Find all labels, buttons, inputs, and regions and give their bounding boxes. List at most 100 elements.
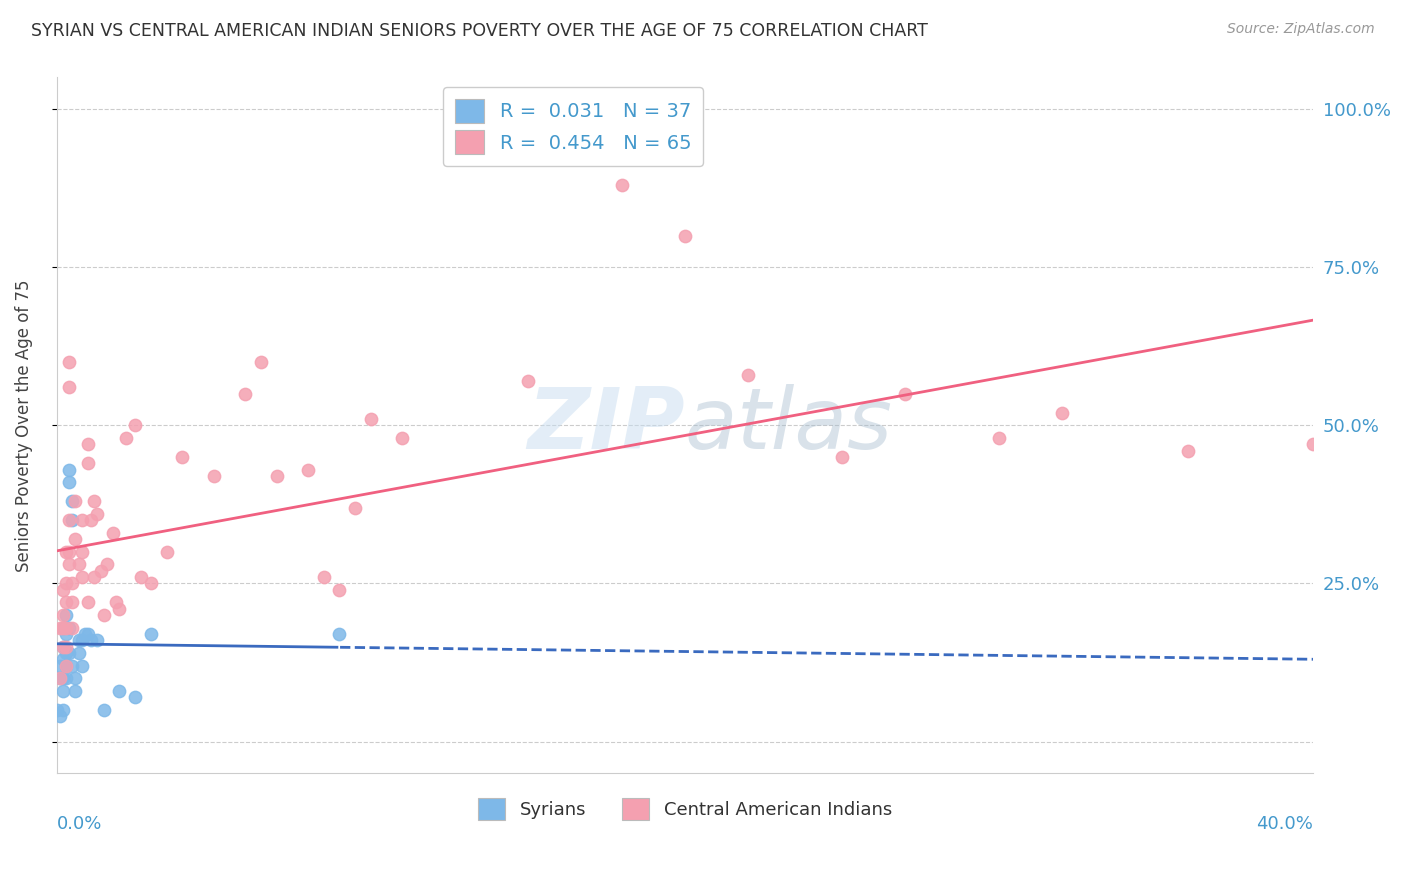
Point (70, 658, 93, 673)
Point (67, 646, 90, 660)
Point (70, 633, 93, 648)
Text: 40.0%: 40.0% (1257, 815, 1313, 833)
Point (48, 621, 70, 635)
Text: ZIP: ZIP (527, 384, 685, 467)
Point (70, 513, 93, 527)
Point (58, 380, 80, 394)
Point (312, 570, 335, 584)
Point (52, 652, 75, 666)
Point (60, 494, 83, 508)
Point (101, 525, 124, 540)
Point (737, 368, 759, 382)
Point (988, 431, 1011, 445)
Point (73, 627, 96, 641)
Point (60, 513, 83, 527)
Point (48, 671, 70, 685)
Point (93, 608, 115, 623)
Point (55, 595, 77, 609)
Point (55, 671, 77, 685)
Point (52, 703, 75, 717)
Point (55, 576, 77, 591)
Point (77, 456, 100, 470)
Point (70, 570, 93, 584)
Point (58, 558, 80, 572)
Point (58, 355, 80, 369)
Point (52, 608, 75, 623)
Point (108, 684, 131, 698)
Point (894, 386, 917, 401)
Point (250, 355, 273, 369)
Point (58, 462, 80, 476)
Point (1177, 443, 1199, 458)
Point (52, 640, 75, 654)
Point (52, 621, 75, 635)
Point (55, 658, 77, 673)
Point (391, 431, 413, 445)
Text: SYRIAN VS CENTRAL AMERICAN INDIAN SENIORS POVERTY OVER THE AGE OF 75 CORRELATION: SYRIAN VS CENTRAL AMERICAN INDIAN SENIOR… (31, 22, 928, 40)
Point (55, 627, 77, 641)
Point (65, 671, 87, 685)
Point (67, 633, 90, 648)
Point (70, 545, 93, 559)
Point (172, 450, 194, 464)
Point (58, 545, 80, 559)
Point (65, 532, 87, 546)
Point (60, 576, 83, 591)
Point (77, 627, 100, 641)
Point (297, 462, 319, 476)
Point (60, 595, 83, 609)
Point (108, 601, 131, 615)
Point (360, 412, 382, 426)
Point (58, 646, 80, 660)
Point (610, 178, 633, 192)
Point (516, 374, 538, 388)
Point (96, 558, 118, 572)
Point (55, 658, 77, 673)
Point (1050, 406, 1073, 420)
Point (124, 690, 146, 705)
Point (48, 709, 70, 723)
Point (328, 627, 350, 641)
Point (86, 633, 108, 648)
Point (139, 576, 162, 591)
Point (93, 703, 115, 717)
Point (52, 671, 75, 685)
Point (77, 437, 100, 451)
Point (266, 469, 288, 483)
Point (131, 570, 153, 584)
Point (52, 684, 75, 698)
Point (80, 513, 103, 527)
Text: atlas: atlas (685, 384, 893, 467)
Point (55, 545, 77, 559)
Point (139, 627, 162, 641)
Text: Source: ZipAtlas.com: Source: ZipAtlas.com (1227, 22, 1375, 37)
Text: 0.0%: 0.0% (56, 815, 103, 833)
Point (90, 564, 112, 578)
Point (328, 582, 350, 597)
Point (124, 418, 146, 433)
Point (86, 507, 108, 521)
Point (48, 671, 70, 685)
Point (55, 646, 77, 660)
Point (1302, 437, 1324, 451)
Point (45, 703, 67, 717)
Point (58, 621, 80, 635)
Point (673, 228, 696, 243)
Point (202, 469, 225, 483)
Point (52, 582, 75, 597)
Point (52, 621, 75, 635)
Y-axis label: Seniors Poverty Over the Age of 75: Seniors Poverty Over the Age of 75 (15, 279, 32, 572)
Point (52, 640, 75, 654)
Point (58, 475, 80, 490)
Point (831, 450, 853, 464)
Point (65, 684, 87, 698)
Point (105, 595, 128, 609)
Point (83, 570, 105, 584)
Point (65, 494, 87, 508)
Point (83, 494, 105, 508)
Point (48, 658, 70, 673)
Point (155, 545, 177, 559)
Point (80, 633, 103, 648)
Legend: Syrians, Central American Indians: Syrians, Central American Indians (471, 790, 898, 827)
Point (344, 500, 367, 515)
